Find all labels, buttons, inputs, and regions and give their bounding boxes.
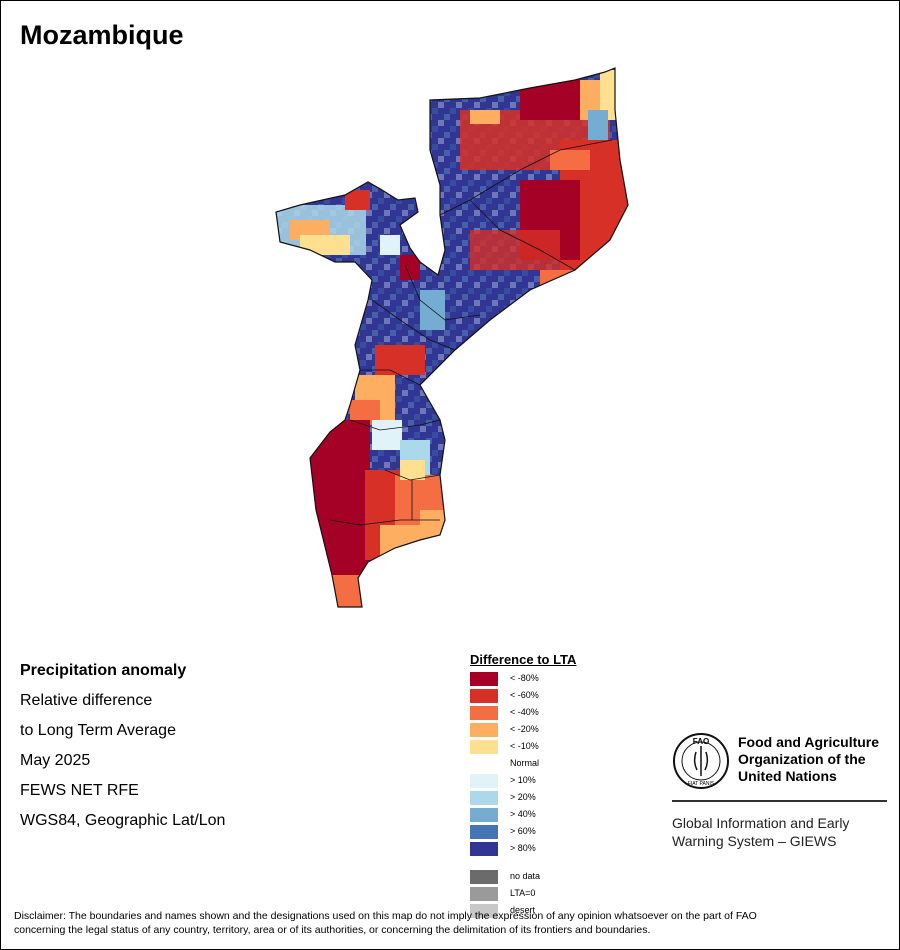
legend-label: Normal bbox=[510, 758, 540, 768]
country-outline bbox=[275, 67, 629, 608]
legend-swatch bbox=[470, 706, 498, 720]
fao-name-line-1: Food and Agriculture bbox=[738, 734, 880, 750]
map-info: Precipitation anomaly Relative differenc… bbox=[20, 656, 225, 836]
legend-swatch bbox=[470, 825, 498, 839]
legend-label: desert bbox=[510, 905, 536, 915]
disclaimer-line-1: Disclaimer: The boundaries and names sho… bbox=[14, 910, 757, 922]
legend-label: < -40% bbox=[510, 707, 539, 717]
info-source: FEWS NET RFE bbox=[20, 782, 139, 799]
info-line-1: Relative difference bbox=[20, 692, 153, 709]
legend: Difference to LTA < -80% < -60% < -40% < -2… bbox=[470, 652, 577, 918]
legend-label: > 10% bbox=[510, 775, 536, 785]
legend-swatch bbox=[470, 904, 498, 918]
fao-name-line-2: Organization of the bbox=[738, 751, 866, 767]
precipitation-map bbox=[275, 67, 629, 608]
giews-line-2: Warning System – GIEWS bbox=[672, 833, 837, 849]
fao-divider bbox=[672, 800, 887, 802]
legend-swatch bbox=[470, 791, 498, 805]
fao-emblem-icon: FAO FIAT PANIS bbox=[673, 733, 729, 789]
legend-swatch bbox=[470, 842, 498, 856]
legend-label: > 60% bbox=[510, 826, 536, 836]
legend-label: > 80% bbox=[510, 843, 536, 853]
legend-label: < -20% bbox=[510, 724, 539, 734]
legend-label: > 40% bbox=[510, 809, 536, 819]
map-title: Mozambique bbox=[20, 20, 184, 50]
info-projection: WGS84, Geographic Lat/Lon bbox=[20, 812, 226, 829]
legend-swatch bbox=[470, 774, 498, 788]
legend-swatch bbox=[470, 808, 498, 822]
info-line-2: to Long Term Average bbox=[20, 722, 176, 739]
fao-emblem-motto: FIAT PANIS bbox=[688, 781, 715, 787]
legend-swatch bbox=[470, 870, 498, 884]
legend-label: > 20% bbox=[510, 792, 536, 802]
legend-label: < -60% bbox=[510, 690, 539, 700]
legend-swatch bbox=[470, 740, 498, 754]
legend-label: no data bbox=[510, 871, 541, 881]
fao-name-line-3: United Nations bbox=[738, 768, 837, 784]
giews-name: Global Information and Early Warning Sys… bbox=[672, 814, 849, 850]
map-raster bbox=[276, 68, 628, 607]
fao-emblem-text: FAO bbox=[693, 737, 709, 746]
legend-label: < -10% bbox=[510, 741, 539, 751]
disclaimer: Disclaimer: The boundaries and names sho… bbox=[14, 909, 886, 937]
fao-name: Food and Agriculture Organization of the… bbox=[738, 734, 879, 785]
province-boundaries bbox=[329, 139, 613, 526]
legend-swatch bbox=[470, 672, 498, 686]
giews-line-1: Global Information and Early bbox=[672, 815, 850, 831]
info-period: May 2025 bbox=[20, 752, 91, 769]
legend-swatch bbox=[470, 757, 498, 771]
legend-title: Difference to LTA bbox=[470, 652, 577, 667]
legend-label: < -80% bbox=[510, 673, 539, 683]
info-heading: Precipitation anomaly bbox=[20, 662, 187, 679]
legend-swatch bbox=[470, 689, 498, 703]
legend-label: LTA=0 bbox=[510, 888, 536, 898]
legend-swatch bbox=[470, 887, 498, 901]
legend-swatch bbox=[470, 723, 498, 737]
disclaimer-line-2: concerning the legal status of any count… bbox=[14, 924, 651, 936]
